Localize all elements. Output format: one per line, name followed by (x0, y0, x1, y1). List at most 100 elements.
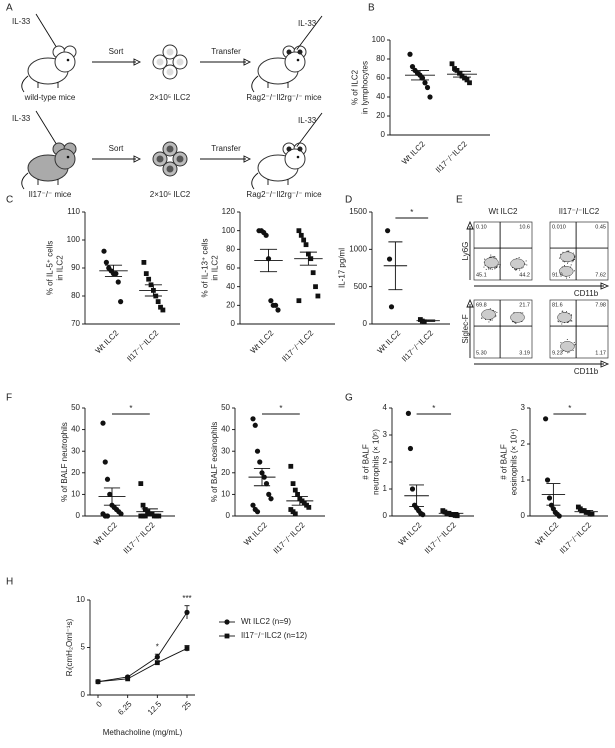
data-point (155, 299, 161, 304)
event-dot (574, 343, 576, 345)
event-dot (485, 318, 486, 320)
data-point (107, 491, 113, 497)
data-point (102, 459, 108, 465)
mouse-leg (267, 179, 289, 185)
panel-letter: G (345, 393, 353, 404)
event-dot (566, 338, 568, 340)
data-point (543, 416, 549, 422)
y-tick-label: 100 (67, 235, 81, 244)
cell-core (156, 58, 164, 66)
error-bar (104, 264, 123, 277)
mouse-ear-dot (297, 49, 303, 55)
mouse-tail (251, 172, 259, 190)
event-dot (557, 321, 559, 323)
data-point (113, 271, 119, 277)
arrow-head (600, 282, 610, 290)
quadrant-value: 7.98 (595, 302, 606, 308)
event-dot (573, 270, 575, 272)
data-point (160, 307, 166, 313)
event-dot (526, 264, 528, 266)
data-point (141, 260, 147, 265)
contour (481, 309, 496, 320)
event-dot (498, 264, 500, 266)
injection-label: IL-33 (298, 116, 317, 125)
mouse-eye (66, 155, 70, 159)
significance: * (279, 404, 282, 413)
quadrant-value: 1.17 (595, 350, 606, 356)
event-dot (568, 351, 570, 353)
panel-letter: A (6, 3, 13, 14)
data-point (427, 94, 433, 100)
cell-core (176, 58, 184, 66)
error-bar (141, 508, 158, 515)
y-axis-label: # of BALF (362, 444, 371, 480)
y-axis-label: eosinophils (× 10⁴) (510, 428, 519, 495)
data-point (263, 232, 269, 238)
y-axis-label: % of IL-5⁺ cells (45, 241, 54, 295)
x-tick-label: Wt ILC2 (376, 328, 403, 355)
flow-plot (473, 299, 533, 359)
error-bar (546, 483, 561, 506)
event-dot (489, 308, 491, 310)
error-bar (299, 251, 317, 266)
event-dot (490, 319, 492, 321)
data-point (454, 513, 460, 519)
event-dot (495, 315, 497, 317)
data-point (268, 298, 274, 304)
mouse-eye (296, 58, 300, 62)
event-dot (560, 253, 562, 255)
event-dot (489, 319, 491, 321)
event-dot (487, 266, 489, 268)
event-dot (488, 321, 490, 323)
event-dot (567, 250, 569, 252)
data-point (454, 68, 460, 73)
quadrant-value: 81.6 (552, 302, 563, 308)
data-point (313, 284, 318, 290)
event-dot (493, 256, 495, 258)
y-tick-label: 20 (226, 300, 235, 309)
y-tick-label: 60 (226, 263, 235, 272)
y-tick-label: 0 (76, 511, 81, 520)
cell-core (176, 155, 184, 163)
syringe (303, 112, 323, 138)
x-tick-label: Il17⁻/⁻ILC2 (122, 520, 157, 555)
event-dot (483, 266, 485, 268)
data-point (143, 271, 149, 276)
event-dot (566, 250, 568, 252)
x-tick-label: Wt ILC2 (94, 328, 121, 355)
data-point (409, 64, 416, 70)
injection-label: IL-33 (298, 19, 317, 28)
event-dot (496, 265, 498, 267)
event-dot (559, 257, 560, 259)
data-point (146, 276, 152, 282)
event-dot (481, 317, 483, 319)
event-dot (494, 311, 496, 313)
event-dot (561, 310, 563, 312)
event-dot (494, 267, 496, 269)
data-point (409, 486, 416, 492)
data-point (118, 299, 124, 305)
x-tick-label: Wt ILC2 (242, 520, 269, 547)
y-tick-label: 3 (383, 430, 388, 439)
data-point (589, 511, 595, 517)
y-axis-label: in ILC2 (55, 255, 64, 281)
event-dot (572, 349, 574, 351)
error-bar (421, 319, 436, 322)
event-dot (569, 276, 570, 278)
y-tick-label: 80 (71, 291, 80, 300)
panel-letter: D (345, 195, 352, 206)
data-point (115, 279, 121, 285)
x-tick-label: Il17⁻/⁻ILC2 (280, 328, 315, 363)
event-dot (562, 310, 564, 312)
data-point (101, 248, 107, 254)
y-tick-label: 3 (521, 403, 526, 412)
step-label: Transfer (211, 144, 241, 153)
x-tick-label: Il17⁻/⁻ILC2 (423, 520, 458, 555)
significance: * (568, 404, 571, 413)
x-tick-label: Il17⁻/⁻ILC2 (272, 520, 307, 555)
contour (560, 341, 575, 352)
error-bar (453, 70, 471, 78)
error-bar (259, 248, 278, 273)
event-dot (562, 261, 564, 262)
data-point (457, 70, 462, 76)
